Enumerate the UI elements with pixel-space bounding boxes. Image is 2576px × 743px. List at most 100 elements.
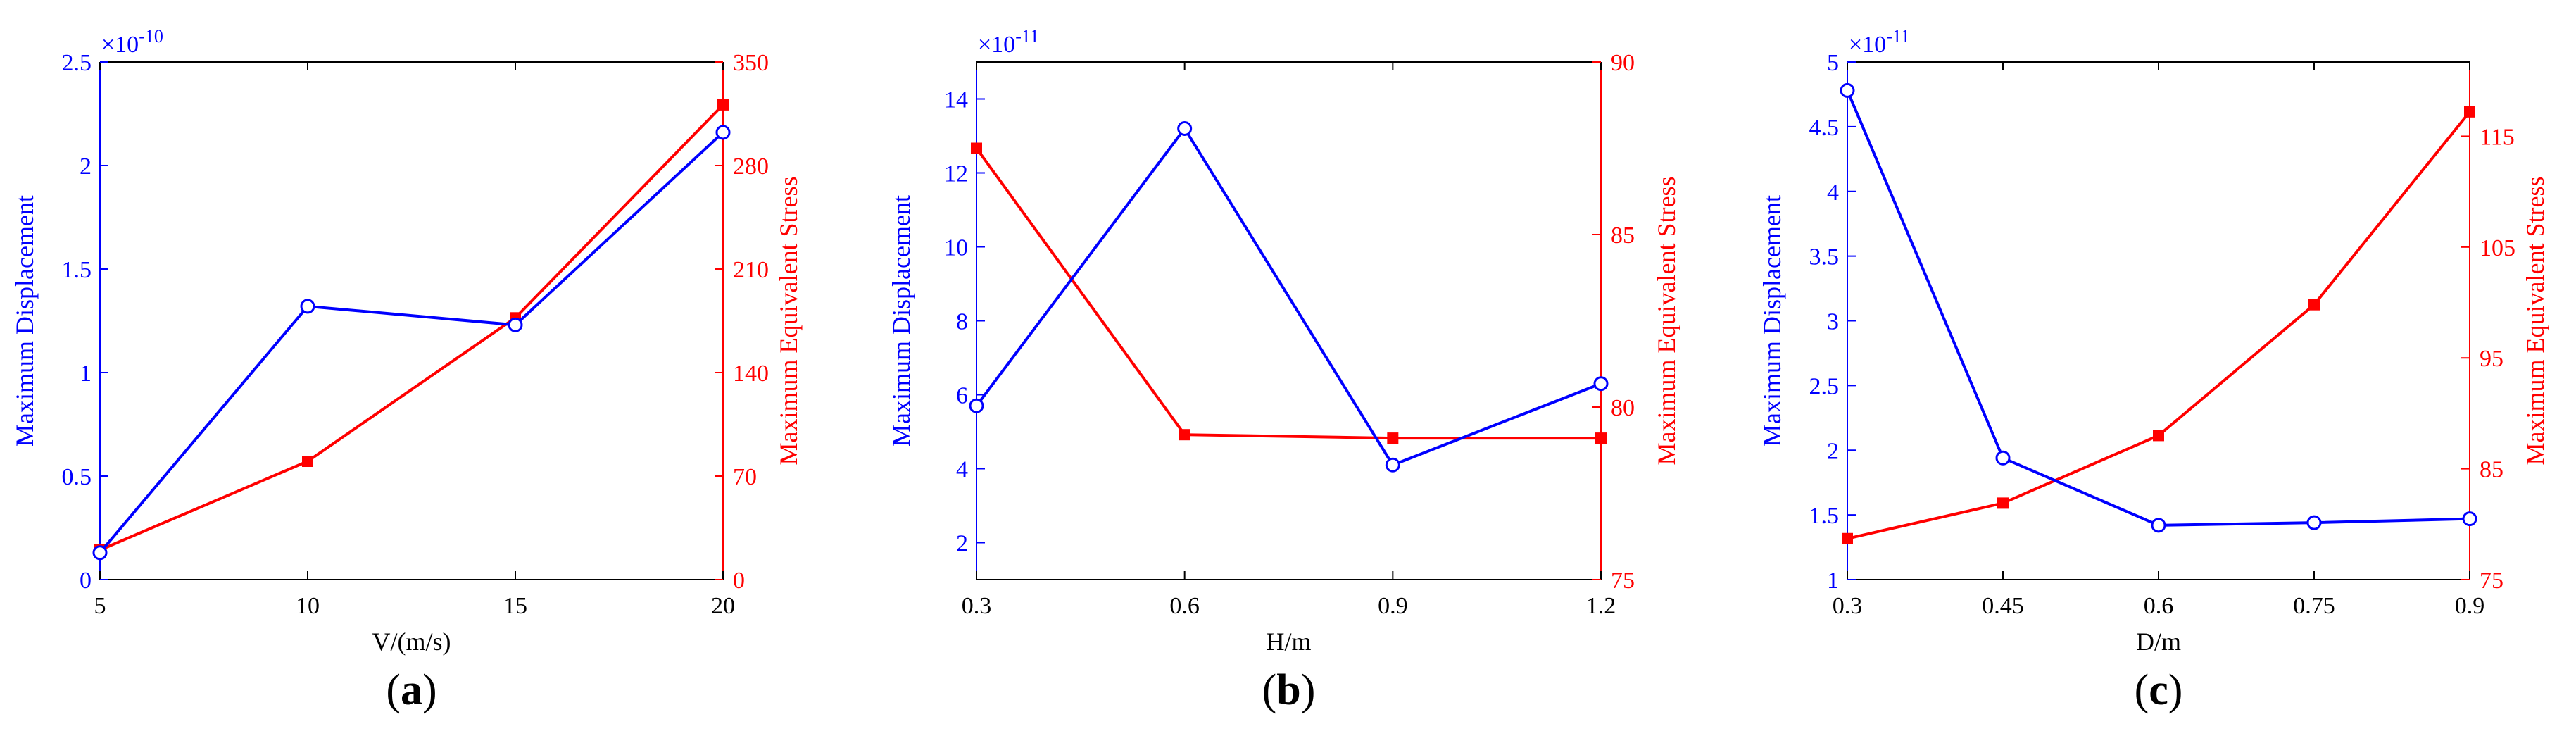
exponent-base: ×10 <box>1849 32 1886 58</box>
panel-label-letter: b <box>1276 666 1300 714</box>
stress-point <box>2464 106 2475 118</box>
panel-a: 5 10 15 2000.511.522.5070140210280350×10-10… <box>11 26 803 714</box>
x-tick-label: 0.3 <box>962 593 992 619</box>
right-tick-label: 95 <box>2480 346 2503 372</box>
right-tick-label: 85 <box>1611 223 1635 249</box>
left-tick-label: 3 <box>1827 309 1839 335</box>
stress-series-line <box>1847 111 2471 540</box>
exponent-power: -11 <box>1886 26 1910 46</box>
left-tick-label: 2.5 <box>1809 373 1840 399</box>
right-tick-label: 280 <box>733 154 769 180</box>
x-tick-label: 0.9 <box>2455 593 2485 619</box>
x-tick-label: 5 <box>94 593 106 619</box>
panel-label-open: ( <box>386 666 401 714</box>
displacement-point <box>300 299 315 314</box>
x-tick-label: 0.9 <box>1378 593 1408 619</box>
left-tick-label: 6 <box>956 383 968 409</box>
x-tick-label: 0.45 <box>1982 593 2024 619</box>
x-tick-label: 0.3 <box>1833 593 1863 619</box>
displacement-point <box>2151 518 2166 533</box>
left-tick-label: 4 <box>1827 180 1839 206</box>
stress-point <box>1179 429 1190 441</box>
stress-point <box>2308 299 2320 311</box>
panel-label-letter: c <box>2149 666 2168 714</box>
stress-point <box>2153 430 2164 442</box>
displacement-point <box>715 125 731 140</box>
panel-c: 0.3 0.45 0.6 0.75 0.9 1 1.5 2 2.5 3 3.5 4 4.5 5 75 85 95… <box>1758 26 2549 714</box>
left-tick-label: 14 <box>944 87 968 113</box>
x-axis-label: D/m <box>2136 628 2181 656</box>
displacement-point <box>1385 457 1400 473</box>
panel-label: (b) <box>1262 666 1316 714</box>
displacement-point <box>2306 515 2322 530</box>
displacement-point <box>92 545 108 561</box>
right-tick-label: 90 <box>1611 50 1635 76</box>
exponent-base: ×10 <box>101 32 139 58</box>
panel-label-open: ( <box>1262 666 1277 714</box>
panel-label-open: ( <box>2135 666 2149 714</box>
exponent-label: ×10-11 <box>978 26 1039 58</box>
left-tick-label: 0.5 <box>62 464 92 490</box>
left-axis-label: Maximum Displacement <box>1758 195 1786 447</box>
panel-label-close: ) <box>1301 666 1316 714</box>
exponent-label: ×10-10 <box>101 26 163 58</box>
right-tick-label: 75 <box>1611 568 1635 594</box>
right-tick-label: 0 <box>733 568 745 594</box>
stress-point <box>717 99 729 111</box>
right-tick-label: 350 <box>733 50 769 76</box>
displacement-series-line <box>1846 89 2470 527</box>
panel-label: (c) <box>2135 666 2183 714</box>
exponent-power: -10 <box>139 26 163 46</box>
right-tick-label: 85 <box>2480 457 2503 483</box>
right-tick-label: 210 <box>733 257 769 283</box>
right-tick-label: 80 <box>1611 395 1635 421</box>
left-axis-label: Maximum Displacement <box>11 195 39 447</box>
exponent-base: ×10 <box>978 32 1015 58</box>
x-tick-label: 0.6 <box>2144 593 2174 619</box>
x-tick-label: 0.75 <box>2293 593 2335 619</box>
stress-point <box>1842 532 1853 544</box>
stress-point <box>1387 432 1399 444</box>
left-tick-label: 1 <box>80 361 92 387</box>
stress-series-line <box>975 147 1601 440</box>
left-tick-label: 0 <box>80 568 92 594</box>
panel-label-close: ) <box>2168 666 2183 714</box>
displacement-point <box>969 398 984 413</box>
x-tick-label: 20 <box>711 593 735 619</box>
left-tick-label: 4.5 <box>1809 115 1840 141</box>
right-tick-label: 70 <box>733 464 757 490</box>
left-tick-label: 3.5 <box>1809 244 1840 270</box>
x-tick-label: 1.2 <box>1586 593 1616 619</box>
left-tick-label: 2.5 <box>62 50 92 76</box>
panel-label-letter: a <box>401 666 422 714</box>
right-tick-label: 75 <box>2480 568 2503 594</box>
x-tick-label: 15 <box>503 593 527 619</box>
exponent-power: -11 <box>1015 26 1039 46</box>
displacement-point <box>1995 450 2011 466</box>
stress-point <box>1595 432 1607 444</box>
left-tick-label: 10 <box>944 235 968 261</box>
x-tick-label: 0.6 <box>1169 593 1200 619</box>
right-axis-label: Maximum Equivalent Stress <box>2521 177 2549 466</box>
x-axis-label: V/(m/s) <box>372 628 451 656</box>
displacement-series-line <box>975 125 1602 467</box>
left-tick-label: 12 <box>944 161 968 187</box>
panel-b: 0.3 0.6 0.9 1.2 2 4 6 8 10 12 14 75 80 85 90 ×10-11 H/m M… <box>887 26 1680 714</box>
x-tick-label: 10 <box>296 593 320 619</box>
left-axis-label: Maximum Displacement <box>887 195 915 447</box>
stress-point <box>971 142 982 154</box>
left-tick-label: 8 <box>956 309 968 335</box>
panel-label-close: ) <box>422 666 437 714</box>
right-axis-label: Maximum Equivalent Stress <box>1652 177 1680 466</box>
stress-point <box>1997 497 2009 509</box>
exponent-label: ×10-11 <box>1849 26 1910 58</box>
stress-series-line <box>99 104 724 551</box>
right-tick-label: 115 <box>2480 124 2515 150</box>
displacement-series-line <box>99 131 724 554</box>
left-tick-label: 2 <box>956 531 968 557</box>
x-axis-label: H/m <box>1266 628 1311 656</box>
left-tick-label: 1 <box>1827 568 1839 594</box>
left-tick-label: 1.5 <box>62 257 92 283</box>
displacement-point <box>2462 511 2477 527</box>
